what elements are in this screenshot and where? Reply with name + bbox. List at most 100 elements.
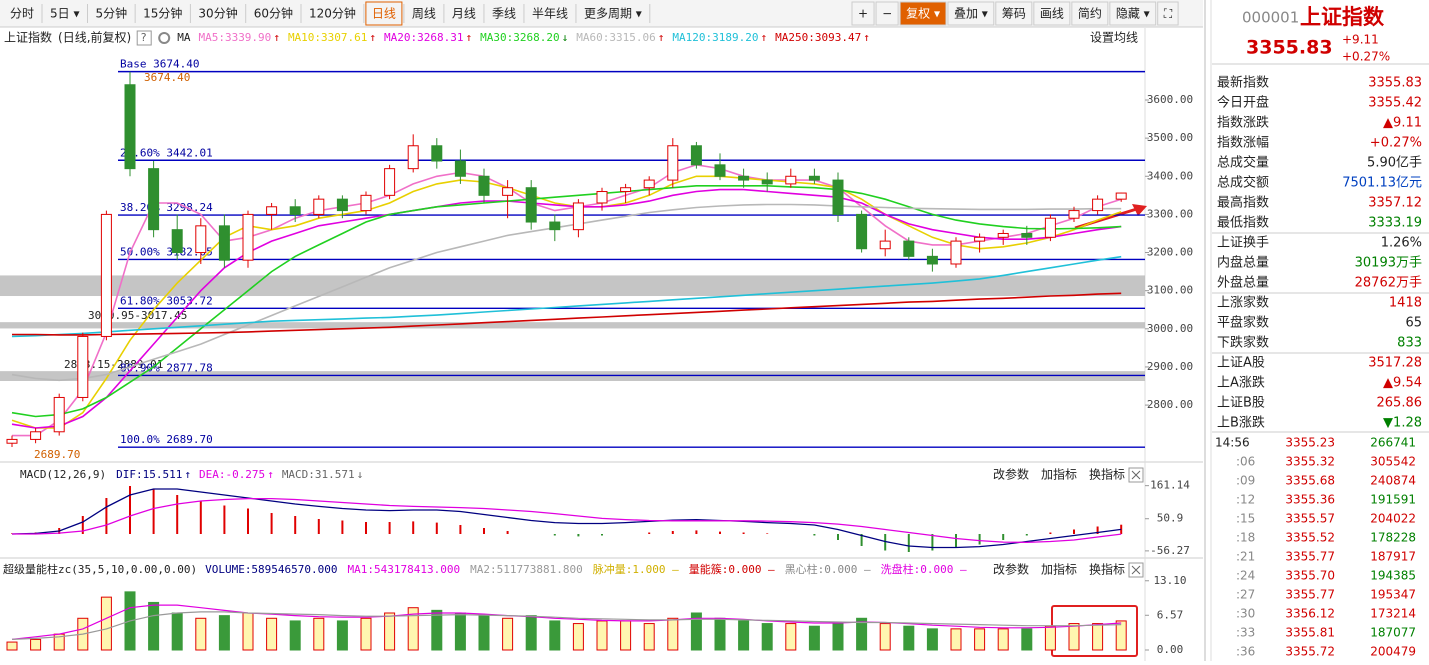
candle-body — [313, 198, 325, 215]
panel-button[interactable]: 加指标 — [1041, 562, 1077, 577]
tick-price: 3355.57 — [1285, 512, 1335, 526]
tick-volume: 187077 — [1370, 626, 1416, 640]
stat-label: 上涨家数 — [1217, 295, 1269, 311]
stat-label: 上B涨跌 — [1217, 415, 1265, 431]
period-tab[interactable]: 5分钟 — [96, 6, 128, 21]
volume-bar — [360, 617, 372, 651]
tick-volume: 240874 — [1370, 474, 1416, 488]
tick-time: :33 — [1236, 626, 1255, 640]
tool-button[interactable]: 复权 ▾ — [906, 7, 940, 21]
tool-bg — [1033, 1, 1071, 26]
volume-bar — [785, 623, 797, 651]
period-tab[interactable]: 60分钟 — [254, 6, 293, 21]
tool-button[interactable]: + — [858, 7, 868, 21]
tick-price: 3355.32 — [1285, 455, 1335, 469]
panel-button[interactable]: 换指标 — [1089, 467, 1125, 482]
candle-body — [903, 240, 915, 257]
tool-button[interactable]: 隐藏 ▾ — [1116, 7, 1150, 21]
stat-label: 最新指数 — [1217, 75, 1269, 91]
tool-bg — [875, 1, 899, 26]
tick-time: 14:56 — [1215, 436, 1250, 450]
candle-body — [1021, 232, 1033, 238]
tick-time: :18 — [1236, 531, 1255, 545]
legend-arrow: ↑ — [267, 468, 274, 481]
chart-subtitle: (日线,前复权) — [58, 30, 131, 45]
volume-bar — [643, 623, 655, 651]
candle-body — [808, 175, 820, 181]
panel-button[interactable]: 改参数 — [993, 467, 1029, 482]
volume-bar — [690, 612, 702, 651]
volume-bar — [1092, 623, 1104, 651]
period-tab[interactable]: 30分钟 — [198, 6, 237, 21]
period-tab[interactable]: 15分钟 — [143, 6, 182, 21]
fib-label: 23.60% 3442.01 — [120, 146, 213, 159]
change-pct: +0.27% — [1342, 50, 1390, 64]
candle-body — [360, 194, 372, 212]
y-tick-label: 3400.00 — [1147, 169, 1193, 182]
legend-entry: MA30:3268.20 — [480, 31, 559, 44]
period-tab[interactable]: 更多周期 ▾ — [584, 7, 642, 21]
fib-label: 38.20% 3298.24 — [120, 201, 213, 214]
candle-body — [30, 431, 42, 440]
tool-bg — [1157, 1, 1179, 26]
volume-bar — [1068, 623, 1080, 651]
stat-label: 下跌家数 — [1217, 335, 1269, 351]
volume-bar — [6, 641, 18, 651]
y-tick-label: 2800.00 — [1147, 398, 1193, 411]
candle-body — [1044, 217, 1056, 238]
period-tab[interactable]: 分时 — [10, 7, 34, 21]
volume-bar — [384, 612, 396, 651]
panel-button[interactable]: 改参数 — [993, 562, 1029, 577]
stat-value: ▼1.28 — [1383, 416, 1422, 431]
zone — [0, 275, 1145, 297]
gear-icon[interactable] — [158, 32, 171, 44]
stat-value: 65 — [1405, 316, 1422, 331]
stat-label: 内盘总量 — [1217, 255, 1269, 271]
candle-body — [431, 145, 443, 162]
tick-price: 3355.23 — [1285, 436, 1335, 450]
period-tab[interactable]: 半年线 — [532, 7, 568, 21]
ma-line — [11, 203, 1122, 382]
period-tab[interactable]: 季线 — [492, 7, 516, 21]
tick-price: 3355.68 — [1285, 474, 1335, 488]
candle-body — [100, 213, 112, 337]
period-tab[interactable]: 日线 — [372, 7, 396, 21]
panel-button[interactable]: 换指标 — [1089, 562, 1125, 577]
help-icon[interactable] — [136, 30, 152, 46]
candle-body — [856, 213, 868, 250]
panel-button[interactable]: 加指标 — [1041, 467, 1077, 482]
y-tick-label: 3600.00 — [1147, 93, 1193, 106]
tick-time: :09 — [1236, 474, 1255, 488]
y-tick-label: -56.27 — [1150, 544, 1190, 557]
volume-bar — [549, 620, 561, 651]
stat-value: 833 — [1397, 336, 1422, 351]
candle-body — [643, 179, 655, 189]
legend-arrow: ↑ — [369, 31, 376, 44]
tick-time: :21 — [1236, 550, 1255, 564]
tool-button[interactable]: 筹码 — [1002, 7, 1026, 21]
tool-button[interactable]: ⛶ — [1163, 7, 1173, 21]
volume-bar — [974, 628, 986, 651]
candle-body — [266, 206, 278, 215]
legend-entry: MA1:543178413.000 — [348, 563, 461, 576]
period-tab[interactable]: 120分钟 — [309, 6, 356, 21]
tick-volume: 305542 — [1370, 455, 1416, 469]
y-tick-label: 3500.00 — [1147, 131, 1193, 144]
period-tab[interactable]: 月线 — [452, 7, 476, 21]
tool-button[interactable]: 简约 — [1078, 6, 1102, 21]
tool-button[interactable]: − — [882, 7, 892, 21]
volume-bar — [997, 628, 1009, 651]
candle-body — [171, 229, 183, 254]
tick-volume: 194385 — [1370, 569, 1416, 583]
tool-button[interactable]: 画线 — [1040, 7, 1064, 21]
volume-bar — [336, 620, 348, 651]
tool-button[interactable]: 叠加 ▾ — [954, 7, 988, 21]
macd-line — [11, 488, 1122, 549]
settings-button[interactable]: 设置均线 — [1090, 31, 1138, 45]
period-tab[interactable]: 5日 ▾ — [50, 7, 79, 21]
tool-bg — [995, 1, 1033, 26]
volume-bar — [572, 623, 584, 651]
period-tab[interactable]: 周线 — [412, 7, 436, 21]
ma-line — [11, 188, 1122, 429]
ma-line — [11, 255, 1122, 338]
